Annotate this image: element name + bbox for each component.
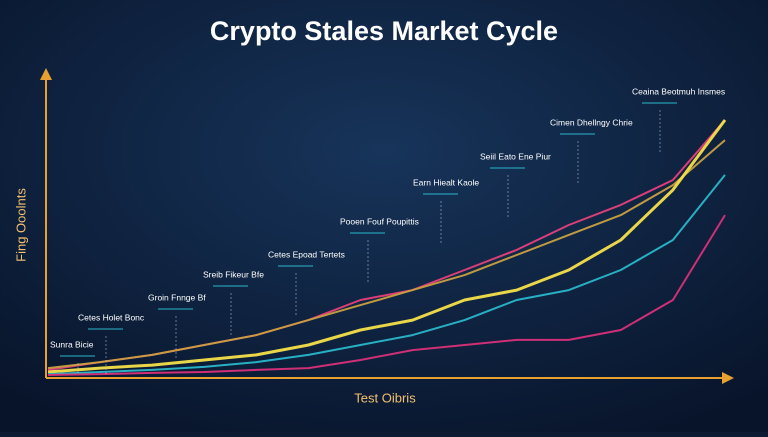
x-axis-label: Test Oibris <box>354 390 416 405</box>
annotation: Ceaina Beotmuh Insmes <box>632 86 725 96</box>
chart-title: Crypto Stales Market Cycle <box>210 16 558 46</box>
series-line <box>47 214 726 376</box>
annotation: Pooen Fouf Poupittis <box>340 216 419 226</box>
annotation: Seiil Eato Ene Piur <box>480 151 551 161</box>
y-axis-label: Fing Ooolnts <box>13 188 28 262</box>
annotation: Sunra Bicie <box>50 339 94 349</box>
annotation: Earn Hiealt Kaole <box>413 177 479 187</box>
series-line <box>47 139 726 370</box>
annotation: Sreib Fikeur Bfe <box>203 269 264 279</box>
annotation: Groin Fnnge Bf <box>148 292 206 302</box>
annotation: Cimen Dhellngy Chrie <box>550 117 633 127</box>
annotation: Cetes Holet Bonc <box>78 312 145 322</box>
x-axis-arrow <box>722 372 734 384</box>
annotation: Cetes Epoad Tertets <box>268 249 345 259</box>
series-line <box>47 174 726 376</box>
y-axis-arrow <box>40 68 52 80</box>
series-line <box>47 119 727 374</box>
